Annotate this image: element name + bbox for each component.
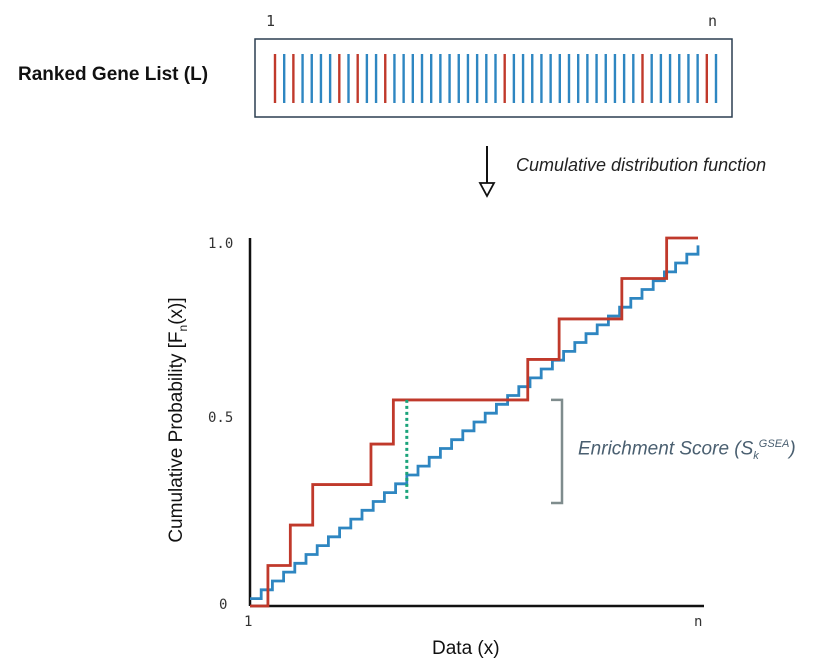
- ranked-gene-list-title: Ranked Gene List (L): [18, 64, 209, 85]
- gene-set-cdf-line: [250, 236, 698, 608]
- y-tick-label: 0.5: [208, 410, 234, 426]
- down-arrow: [478, 146, 496, 198]
- ranked-list-box: [254, 38, 733, 118]
- ranked-list-bars: [273, 54, 718, 103]
- background-cdf-line: [250, 245, 700, 601]
- arrow-label: Cumulative distribution function: [516, 155, 767, 175]
- x-tick-label: n: [694, 614, 703, 630]
- y-tick-label: 1.0: [208, 236, 234, 252]
- ranked-list-end-label: n: [708, 12, 718, 30]
- x-axis-title: Data (x): [432, 638, 500, 659]
- ranked-list-start-label: 1: [266, 12, 276, 30]
- enrichment-score-bracket: [551, 398, 564, 505]
- y-axis-title: Cumulative Probability [Fn(x)]: [166, 297, 190, 543]
- enrichment-score-label: Enrichment Score (SkGSEA): [578, 438, 796, 463]
- x-tick-label: 1: [244, 614, 253, 630]
- y-tick-label: 0: [219, 597, 228, 613]
